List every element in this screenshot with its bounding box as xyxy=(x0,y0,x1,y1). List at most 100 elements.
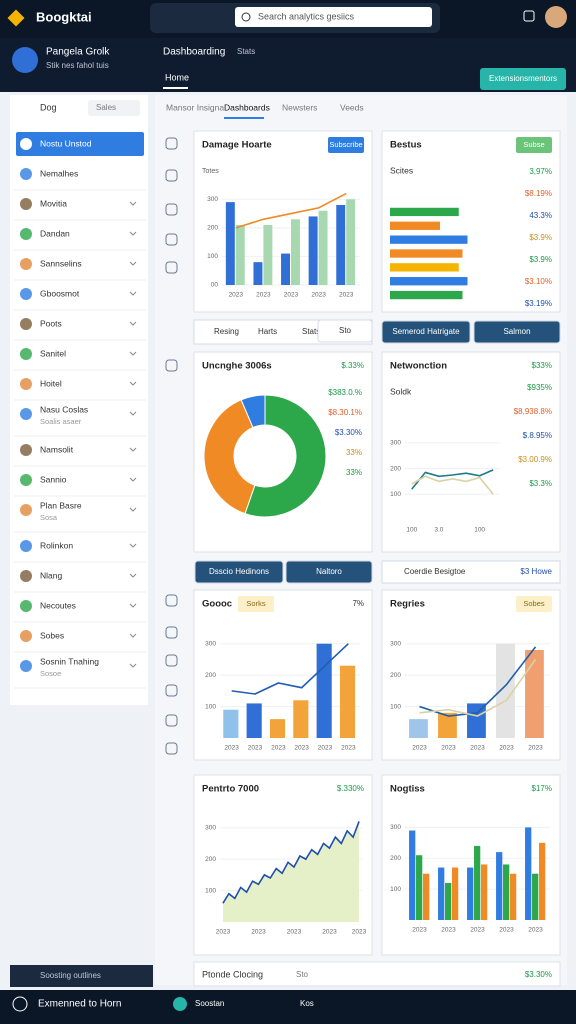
annotation: $3.19% xyxy=(525,299,552,308)
footer-card-title: Ptonde Clocing xyxy=(202,969,263,979)
x-tick-label: 2023 xyxy=(339,292,354,299)
badge[interactable] xyxy=(516,596,552,612)
sidebar-item[interactable]: Nemalhes xyxy=(40,168,78,178)
bottom-title: Exmenned to Horn xyxy=(38,999,121,1010)
tab[interactable]: Home xyxy=(165,72,189,82)
sidebar-filter-label: Sales xyxy=(96,103,116,112)
button[interactable] xyxy=(381,320,471,344)
line xyxy=(222,821,360,904)
pie-slice xyxy=(244,394,327,518)
x-tick-label: 2023 xyxy=(229,292,244,299)
nav-icon[interactable] xyxy=(165,626,178,639)
x-tick-label: 2023 xyxy=(499,745,514,752)
line xyxy=(235,192,347,229)
nav-icon[interactable] xyxy=(165,359,178,372)
chevron xyxy=(129,381,137,386)
nav-icon[interactable] xyxy=(165,233,178,246)
bottom-item[interactable]: Kos xyxy=(300,999,314,1008)
x-tick-label: 2023 xyxy=(470,927,485,934)
section: Dashboarding xyxy=(163,47,225,58)
user-name: Pangela Grolk xyxy=(46,47,110,58)
item-icon xyxy=(20,474,32,486)
search-box[interactable] xyxy=(235,7,432,27)
badge[interactable] xyxy=(328,137,364,153)
button-label: Naltoro xyxy=(316,567,342,576)
nav-icon[interactable] xyxy=(165,261,178,274)
y-tick-label: 100 xyxy=(207,253,218,260)
y-tick-label: 100 xyxy=(205,887,216,894)
nav-icon[interactable] xyxy=(165,203,178,216)
sidebar-item[interactable]: Sannselins xyxy=(40,258,82,268)
annotation: $3.9% xyxy=(529,233,552,242)
y-tick-label: 200 xyxy=(390,465,401,472)
tab[interactable]: Mansor Insigna xyxy=(166,102,224,112)
sidebar-item-active[interactable] xyxy=(16,132,144,156)
button[interactable] xyxy=(285,560,373,584)
sidebar-item[interactable]: Gboosmot xyxy=(40,288,80,298)
nav-icon[interactable] xyxy=(165,169,178,182)
bar xyxy=(409,719,428,738)
sidebar-item[interactable]: Sannio xyxy=(40,474,67,484)
sidebar-item[interactable]: Nlang xyxy=(40,570,62,580)
annotation: 33% xyxy=(346,468,362,477)
nav-icon[interactable] xyxy=(165,654,178,667)
nav-icon[interactable] xyxy=(165,137,178,150)
sidebar-filter[interactable] xyxy=(88,100,140,116)
bar xyxy=(390,290,463,300)
sidebar-item[interactable]: Rolinkon xyxy=(40,540,73,550)
nav-icon[interactable] xyxy=(165,742,178,755)
sidebar-item[interactable]: Nasu Coslas xyxy=(40,404,88,414)
footer-card xyxy=(193,961,561,987)
bar xyxy=(474,845,481,920)
toolbar-item[interactable]: Harts xyxy=(258,327,277,336)
sidebar-item[interactable]: Hoitel xyxy=(40,378,62,388)
sidebar-item[interactable]: Plan Basre xyxy=(40,500,82,510)
bar xyxy=(269,719,286,738)
bottom-bar xyxy=(0,990,576,1024)
chat-icon[interactable] xyxy=(523,10,535,22)
tab[interactable]: Veeds xyxy=(340,102,364,112)
button[interactable] xyxy=(317,319,373,343)
x-tick-label: 2023 xyxy=(470,745,485,752)
bar xyxy=(291,219,300,285)
x-tick-label: 2023 xyxy=(352,929,367,936)
sidebar-item[interactable]: Necoutes xyxy=(40,600,76,610)
bar xyxy=(422,873,430,920)
toolbar-item[interactable]: Resing xyxy=(214,327,239,336)
toolbar-item[interactable]: Stats xyxy=(302,327,320,336)
bottom-icon xyxy=(12,996,28,1012)
badge[interactable] xyxy=(238,596,274,612)
y-tick-label: 200 xyxy=(390,855,401,862)
x-tick-label: 2023 xyxy=(441,927,456,934)
chart-title: Damage Hoarte xyxy=(202,140,272,151)
bottom-search[interactable]: Soostan xyxy=(195,999,224,1008)
sidebar-item[interactable]: Poots xyxy=(40,318,62,328)
tab[interactable]: Newsters xyxy=(282,102,317,112)
avatar[interactable] xyxy=(545,6,567,28)
sidebar-item[interactable]: Movitia xyxy=(40,198,67,208)
button[interactable] xyxy=(194,560,284,584)
sidebar-item[interactable]: Sosnin Tnahing xyxy=(40,656,99,666)
y-tick-label: 300 xyxy=(207,196,218,203)
sidebar-item[interactable]: Nostu Unstod xyxy=(40,138,92,148)
nav-icon[interactable] xyxy=(165,594,178,607)
sidebar-item[interactable]: Sanitel xyxy=(40,348,66,358)
tab[interactable]: Dashboards xyxy=(224,102,270,112)
button[interactable] xyxy=(473,320,561,344)
y-tick-label: 300 xyxy=(205,640,216,647)
cta-button[interactable] xyxy=(480,68,566,90)
area-fill xyxy=(222,821,360,922)
sidebar-item[interactable]: Sobes xyxy=(40,630,64,640)
nav-icon[interactable] xyxy=(165,714,178,727)
annotation: $8,938.8% xyxy=(514,407,552,416)
sidebar-item[interactable]: Dandan xyxy=(40,228,70,238)
nav-icon[interactable] xyxy=(165,684,178,697)
sidebar-item-sub: Sosoe xyxy=(40,669,61,678)
pie-slice xyxy=(203,399,256,515)
item-icon xyxy=(20,228,32,240)
x-tick-label: 2023 xyxy=(271,745,286,752)
badge[interactable] xyxy=(516,137,552,153)
chart-annotation: $17% xyxy=(532,784,552,793)
y-tick-label: 300 xyxy=(390,640,401,647)
sidebar-item[interactable]: Namsolit xyxy=(40,444,74,454)
